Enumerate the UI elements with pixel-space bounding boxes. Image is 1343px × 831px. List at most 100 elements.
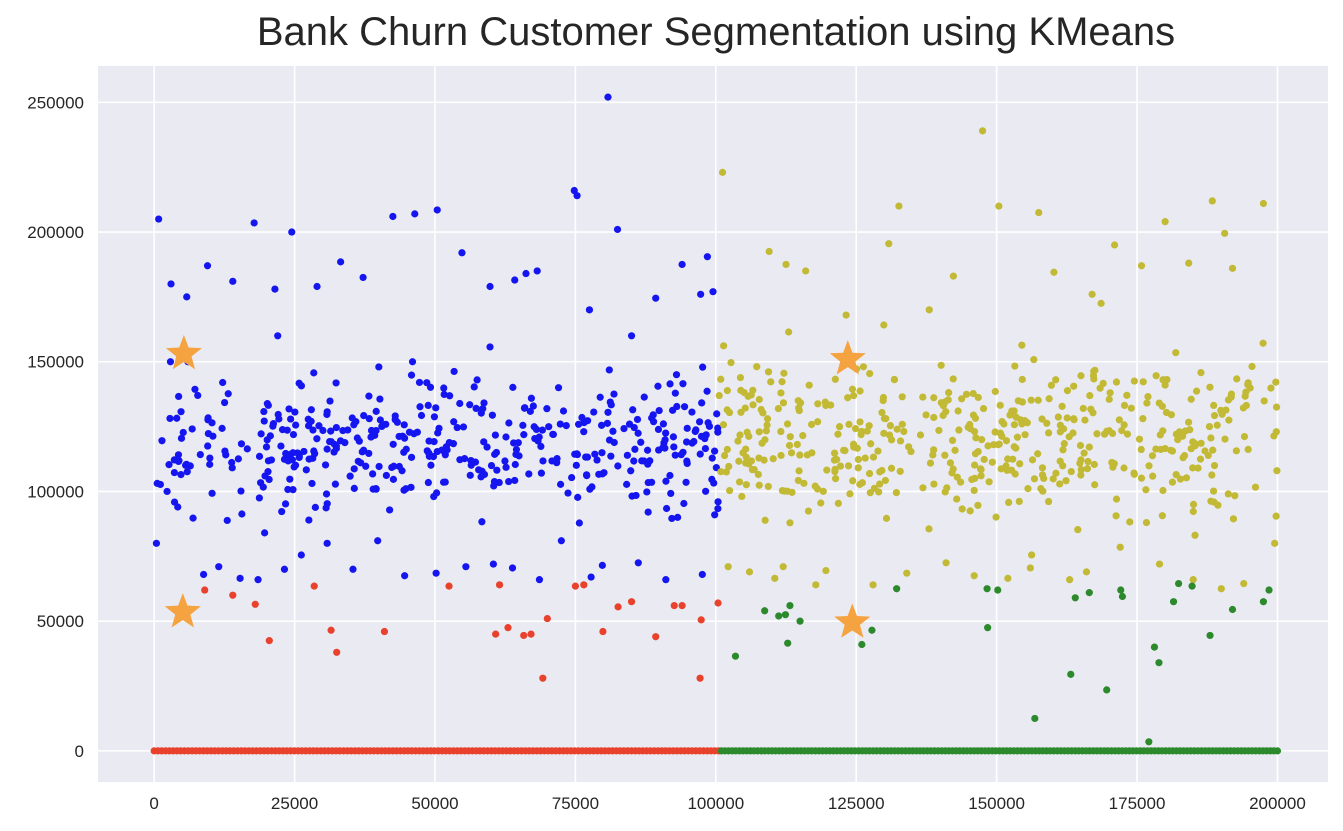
- data-point: [969, 411, 978, 419]
- data-point: [765, 247, 773, 256]
- data-point: [174, 503, 182, 511]
- data-point: [834, 430, 842, 438]
- data-point: [731, 652, 740, 660]
- data-point: [1189, 576, 1197, 584]
- data-point: [302, 466, 310, 474]
- data-point: [365, 392, 373, 400]
- data-point: [598, 449, 606, 457]
- data-point: [1010, 421, 1018, 429]
- data-point: [1259, 598, 1268, 606]
- data-point: [966, 420, 974, 429]
- data-point: [1143, 399, 1151, 407]
- data-point: [782, 260, 790, 269]
- data-point: [1000, 420, 1008, 428]
- data-point: [726, 486, 734, 495]
- data-point: [644, 478, 652, 487]
- data-point: [962, 390, 971, 398]
- data-point: [714, 505, 722, 513]
- data-point: [755, 428, 763, 436]
- data-point: [505, 477, 513, 486]
- data-point: [850, 443, 858, 451]
- data-point: [1100, 430, 1109, 438]
- data-point: [725, 408, 734, 417]
- data-point: [267, 456, 276, 464]
- data-point: [1028, 456, 1037, 464]
- data-point: [1196, 455, 1205, 463]
- data-point: [1016, 460, 1024, 468]
- data-point: [926, 459, 935, 467]
- data-point: [679, 380, 687, 388]
- data-point: [702, 487, 710, 495]
- data-point: [177, 471, 185, 479]
- data-point: [800, 479, 808, 487]
- data-point: [315, 422, 323, 430]
- data-point: [1155, 659, 1163, 667]
- data-point: [263, 436, 271, 444]
- data-point: [761, 516, 769, 524]
- data-point: [953, 495, 961, 503]
- data-point: [262, 443, 271, 451]
- data-point: [922, 411, 930, 419]
- data-point: [662, 576, 670, 584]
- centroid-star: [829, 340, 866, 375]
- data-point: [407, 453, 416, 461]
- data-point: [674, 513, 682, 521]
- data-point: [966, 507, 974, 515]
- data-point: [505, 419, 513, 427]
- data-point: [596, 393, 604, 401]
- data-point: [323, 539, 331, 547]
- data-point: [722, 468, 730, 476]
- data-point: [271, 285, 279, 293]
- data-point: [228, 458, 236, 467]
- data-point: [840, 446, 848, 454]
- data-point: [997, 465, 1005, 473]
- data-point: [529, 402, 537, 410]
- data-point: [668, 514, 676, 523]
- data-point: [1076, 441, 1085, 450]
- data-point: [995, 202, 1003, 210]
- data-point: [898, 420, 906, 428]
- data-point: [991, 387, 999, 396]
- data-point: [1273, 467, 1281, 475]
- data-point: [757, 405, 765, 414]
- data-point: [201, 586, 209, 594]
- data-point: [284, 485, 292, 494]
- data-point: [365, 449, 373, 458]
- data-point: [1035, 208, 1043, 217]
- y-tick-label: 200000: [27, 223, 84, 242]
- data-point: [1103, 686, 1111, 694]
- data-point: [971, 461, 979, 469]
- data-point: [277, 442, 285, 450]
- data-point: [580, 428, 588, 436]
- data-point: [189, 514, 197, 522]
- data-point: [1070, 416, 1078, 424]
- data-point: [1158, 512, 1166, 520]
- data-point: [574, 420, 583, 428]
- data-point: [803, 451, 811, 459]
- data-point: [1028, 551, 1036, 559]
- data-point: [1056, 428, 1064, 436]
- data-point: [846, 490, 854, 498]
- data-point: [958, 505, 966, 513]
- data-point: [415, 378, 424, 387]
- data-point: [278, 507, 286, 516]
- data-point: [1086, 392, 1094, 400]
- data-point: [1089, 371, 1098, 380]
- data-point: [1112, 512, 1120, 520]
- data-point: [710, 479, 718, 487]
- data-point: [291, 408, 299, 416]
- data-point: [869, 581, 877, 589]
- data-point: [1043, 419, 1051, 427]
- data-point: [411, 210, 419, 218]
- data-point: [520, 631, 528, 640]
- data-point: [572, 461, 580, 469]
- data-point: [583, 471, 591, 480]
- data-point: [761, 607, 769, 615]
- data-point: [627, 467, 635, 475]
- data-point: [486, 282, 494, 291]
- data-point: [711, 511, 719, 519]
- data-point: [819, 487, 827, 495]
- data-point: [625, 420, 634, 428]
- data-point: [1271, 539, 1279, 547]
- data-point: [416, 403, 424, 411]
